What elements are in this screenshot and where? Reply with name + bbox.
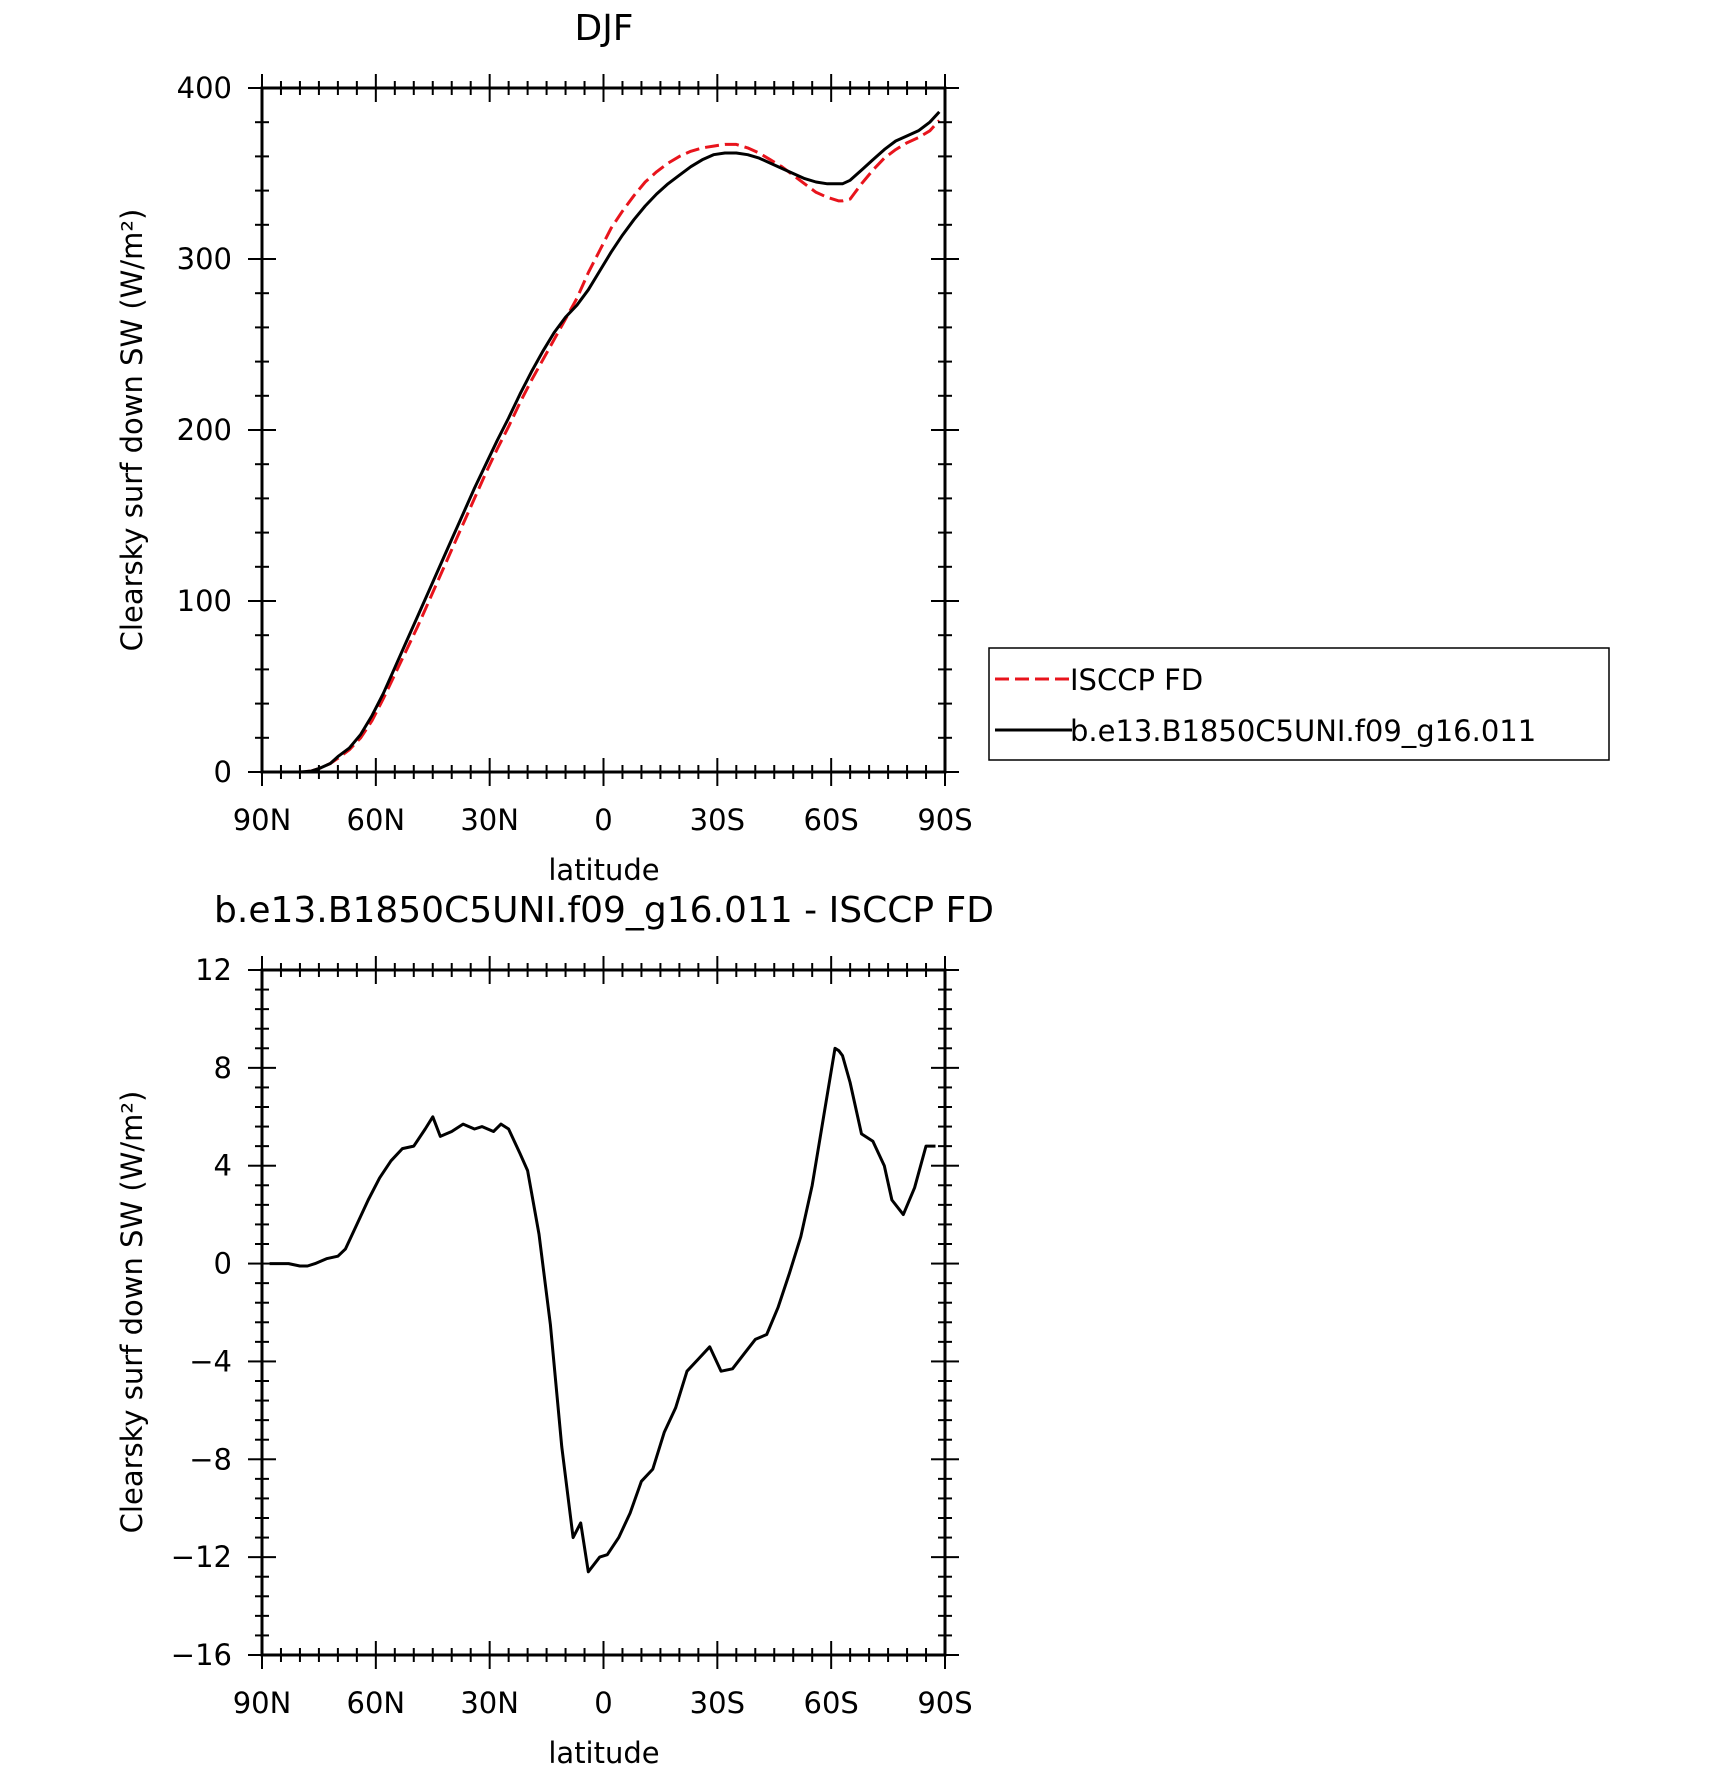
top-series-group <box>267 110 941 774</box>
bottom-x-tick-label: 0 <box>594 1686 612 1720</box>
bottom-x-tick-label: 90S <box>917 1686 972 1720</box>
bottom-y-tick-label: 12 <box>195 953 232 987</box>
legend-label-model: b.e13.B1850C5UNI.f09_g16.011 <box>1070 714 1536 748</box>
top-x-tick-label: 30S <box>690 803 745 837</box>
top-x-axis-label: latitude <box>548 853 659 887</box>
bottom-x-tick-label: 30N <box>460 1686 519 1720</box>
bottom-y-tick-label: −4 <box>189 1344 232 1378</box>
top-x-tick-label: 30N <box>460 803 519 837</box>
bottom-ticks-group <box>248 956 959 1669</box>
legend-label-isccp: ISCCP FD <box>1070 663 1203 697</box>
bottom-x-tick-label: 60N <box>347 1686 406 1720</box>
top-ticks-group <box>248 74 959 786</box>
bottom-y-tick-label: 4 <box>214 1149 232 1183</box>
top-series-line-0 <box>267 119 941 774</box>
bottom-y-tick-label: −12 <box>171 1540 232 1574</box>
top-x-tick-label: 60N <box>347 803 406 837</box>
top-series-line-1 <box>267 110 941 774</box>
top-y-tick-label: 400 <box>177 71 232 105</box>
top-x-tick-label: 90S <box>917 803 972 837</box>
legend: ISCCP FD b.e13.B1850C5UNI.f09_g16.011 <box>988 647 1610 761</box>
top-x-tick-label: 90N <box>233 803 292 837</box>
bottom-series-group <box>269 1046 936 1574</box>
top-x-tick-label: 0 <box>594 803 612 837</box>
bottom-y-tick-labels: −16 −12 −8 −4 0 4 8 12 <box>171 953 232 1672</box>
bottom-chart-title: b.e13.B1850C5UNI.f09_g16.011 - ISCCP FD <box>214 890 994 931</box>
top-y-tick-label: 200 <box>177 413 232 447</box>
bottom-x-tick-label: 30S <box>690 1686 745 1720</box>
top-y-tick-label: 300 <box>177 242 232 276</box>
bottom-y-tick-label: −8 <box>189 1442 232 1476</box>
top-y-tick-label: 100 <box>177 584 232 618</box>
top-chart-title: DJF <box>574 8 633 49</box>
bottom-x-tick-label: 90N <box>233 1686 292 1720</box>
bottom-y-tick-label: 0 <box>214 1247 232 1281</box>
top-y-tick-labels: 0 100 200 300 400 <box>177 71 232 789</box>
top-x-tick-label: 60S <box>804 803 859 837</box>
top-panel: DJF 90N 60N 30N 0 30S 60S 90S 0 100 200 300 400 la… <box>115 8 1610 887</box>
top-plot-frame <box>260 86 947 774</box>
bottom-x-axis-label: latitude <box>548 1736 659 1767</box>
top-y-tick-label: 0 <box>214 755 232 789</box>
bottom-y-axis-label: Clearsky surf down SW (W/m²) <box>115 1091 149 1534</box>
bottom-panel: b.e13.B1850C5UNI.f09_g16.011 - ISCCP FD … <box>115 890 994 1767</box>
bottom-x-tick-labels: 90N 60N 30N 0 30S 60S 90S <box>233 1686 973 1720</box>
legend-box <box>988 647 1610 761</box>
bottom-series-line-0 <box>269 1046 936 1574</box>
bottom-plot-frame <box>260 968 947 1657</box>
top-y-axis-label: Clearsky surf down SW (W/m²) <box>115 209 149 652</box>
bottom-x-tick-label: 60S <box>804 1686 859 1720</box>
bottom-y-tick-label: −16 <box>171 1638 232 1672</box>
top-x-tick-labels: 90N 60N 30N 0 30S 60S 90S <box>233 803 973 837</box>
bottom-y-tick-label: 8 <box>214 1051 232 1085</box>
